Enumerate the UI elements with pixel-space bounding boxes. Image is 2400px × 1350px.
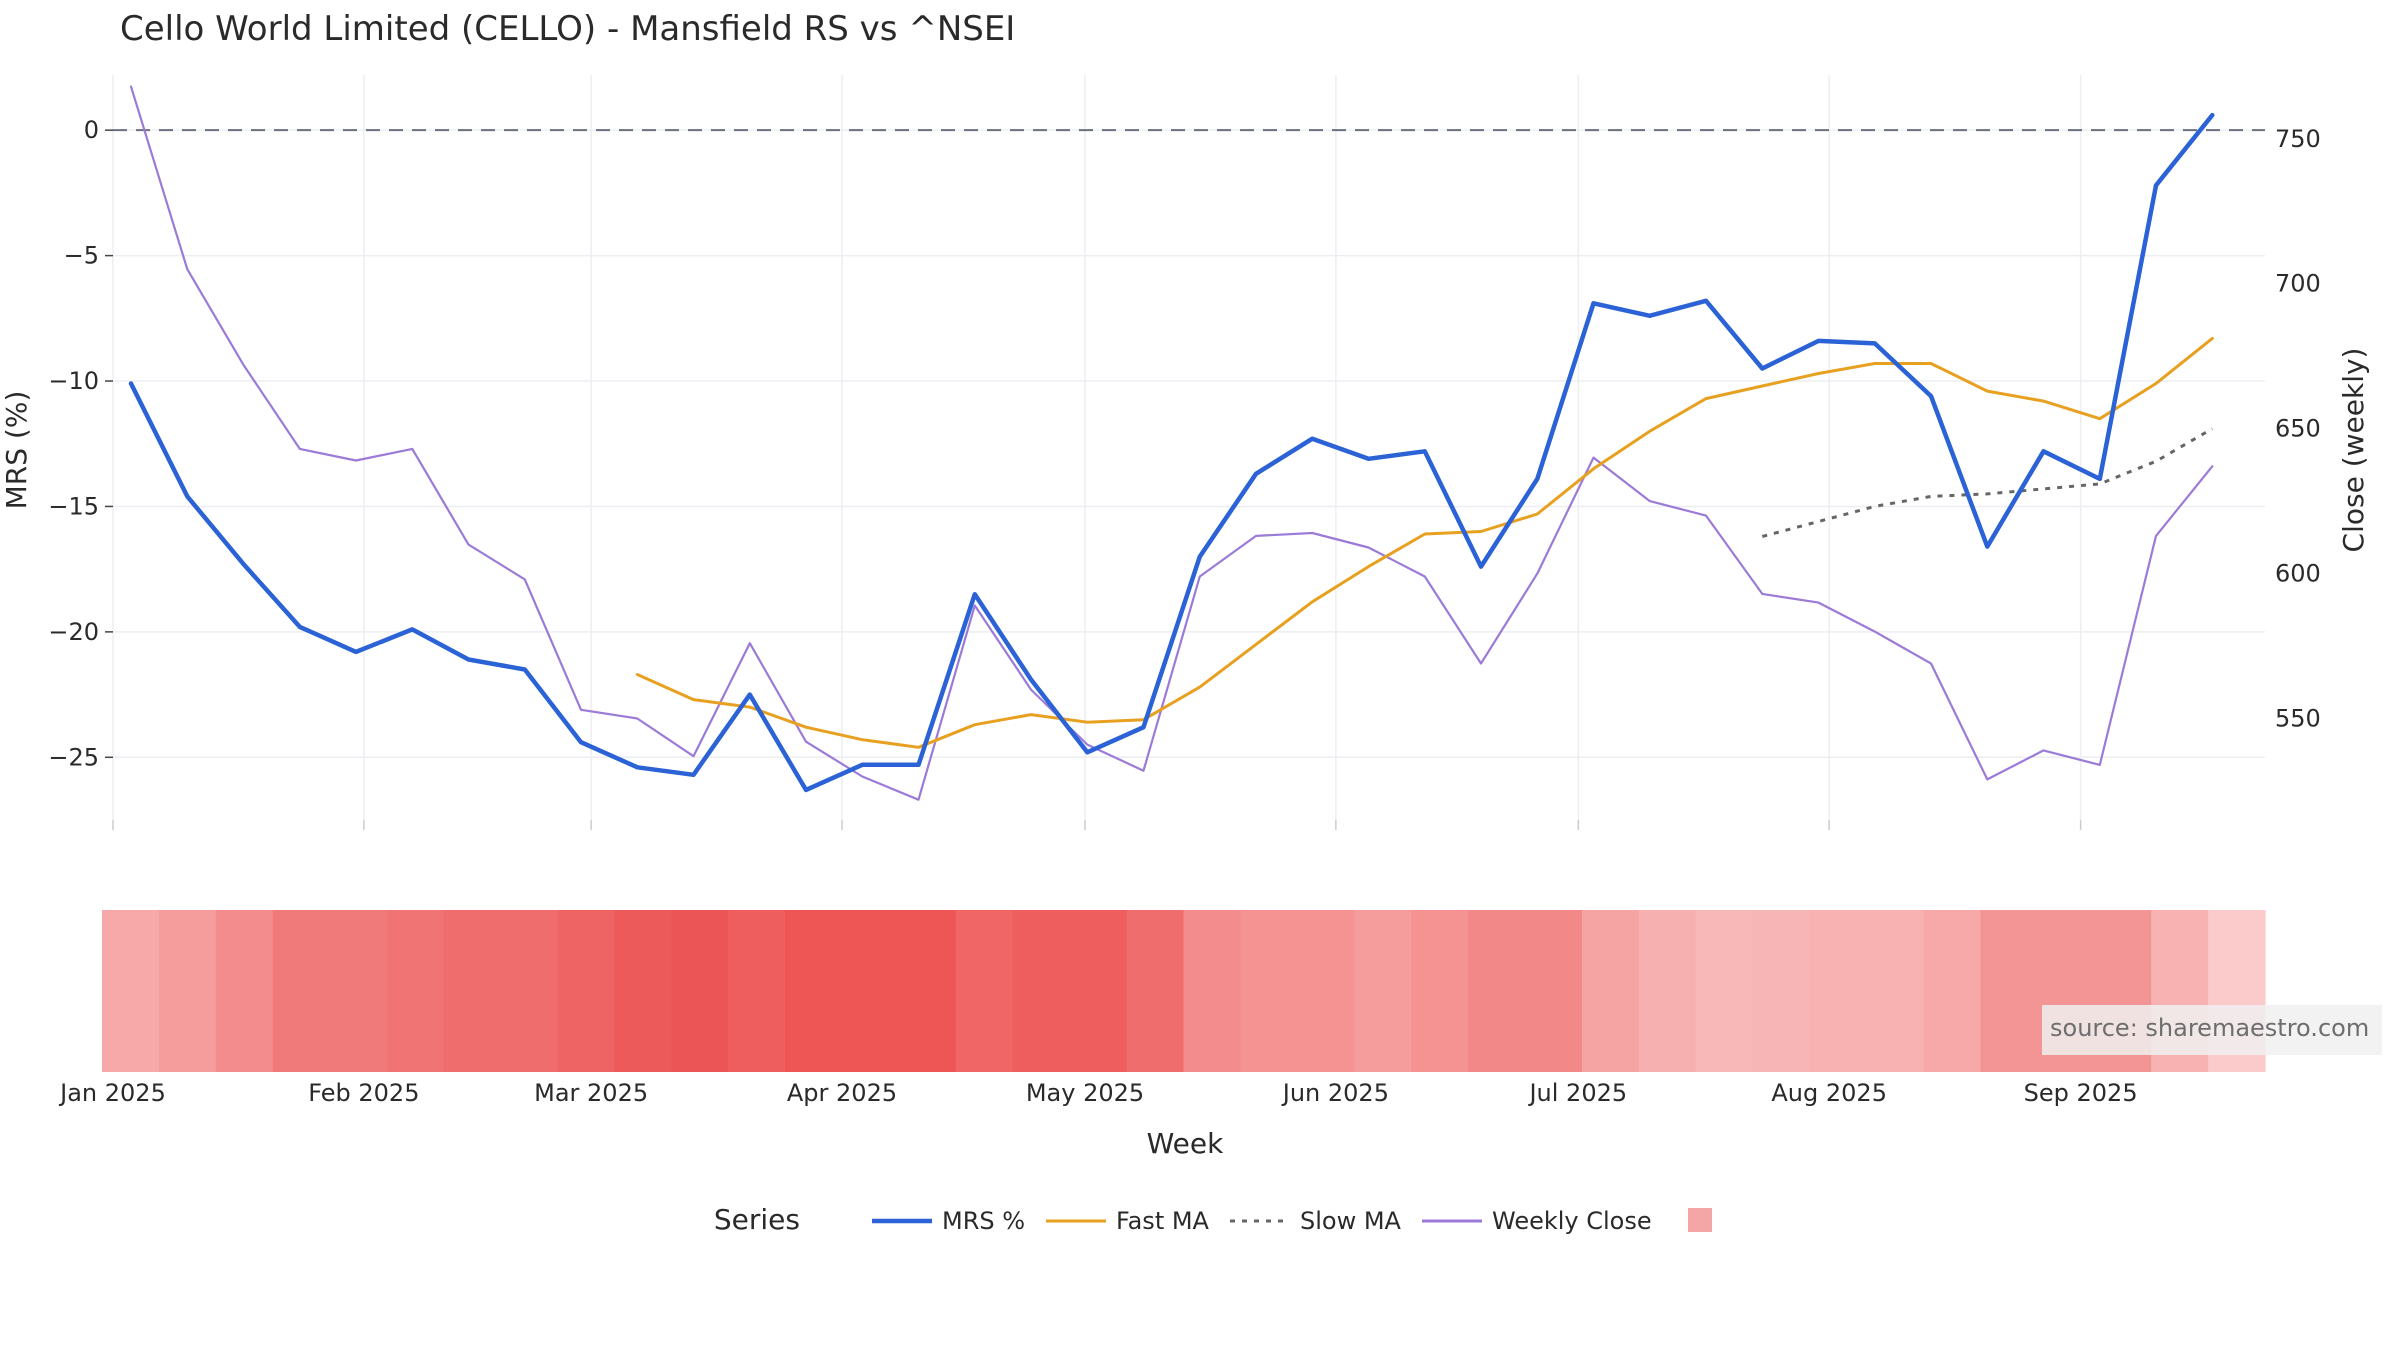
chart-title: Cello World Limited (CELLO) - Mansfield … (120, 9, 1015, 49)
right-tick-label: 650 (2275, 415, 2321, 443)
legend-label: MRS % (942, 1207, 1025, 1235)
left-tick-label: −25 (48, 743, 99, 771)
x-tick-label: Jan 2025 (58, 1079, 166, 1107)
heat-cell (1183, 910, 1242, 1072)
heat-cell (785, 910, 843, 1072)
heat-cell (671, 910, 729, 1072)
right-tick-label: 750 (2275, 125, 2321, 153)
heat-cell (1468, 910, 1526, 1072)
heat-cell (1012, 910, 1071, 1072)
x-tick-label: Aug 2025 (1771, 1079, 1887, 1107)
heat-cell (728, 910, 786, 1072)
heat-cell (1752, 910, 1811, 1072)
legend-heat-swatch (1688, 1208, 1712, 1232)
left-tick-label: −20 (48, 618, 99, 646)
heat-cell (1923, 910, 1981, 1072)
x-tick-label: Jun 2025 (1281, 1079, 1389, 1107)
right-tick-label: 600 (2275, 560, 2321, 588)
heat-cell (386, 910, 445, 1072)
x-tick-label: May 2025 (1026, 1079, 1144, 1107)
heat-cell (1695, 910, 1754, 1072)
x-tick-label: Feb 2025 (308, 1079, 419, 1107)
heat-cell (1809, 910, 1868, 1072)
heat-cell (1980, 910, 2038, 1072)
heat-cell (329, 910, 388, 1072)
heat-cell (1581, 910, 1640, 1072)
right-tick-label: 700 (2275, 270, 2321, 298)
heat-cell (898, 910, 957, 1072)
left-tick-label: −5 (64, 242, 99, 270)
x-axis-title: Week (1147, 1127, 1224, 1160)
left-tick-label: −15 (48, 492, 99, 520)
left-tick-label: −10 (48, 367, 99, 395)
heat-cell (158, 910, 217, 1072)
heat-cell (1069, 910, 1128, 1072)
gridlines (112, 75, 2265, 820)
left-y-axis: 0 −5 −10 −15 −20 −25 (48, 116, 113, 771)
heat-cell (955, 910, 1014, 1072)
heat-cell (215, 910, 274, 1072)
source-annotation: source: sharemaestro.com (2042, 1005, 2382, 1055)
series-line-slow-ma (1761, 427, 2214, 538)
heat-cell (841, 910, 900, 1072)
heat-cell (1354, 910, 1412, 1072)
heat-cell (614, 910, 672, 1072)
series-line-mrs (128, 112, 2215, 793)
left-tick-label: 0 (84, 116, 99, 144)
right-axis-title: Close (weekly) (2337, 348, 2370, 553)
heat-cell (1411, 910, 1469, 1072)
heat-cell (443, 910, 502, 1072)
heat-cell (1297, 910, 1355, 1072)
heat-cell (272, 910, 331, 1072)
series-line-fast-ma (635, 336, 2214, 749)
legend: Series MRS % Fast MA Slow MA Weekly Close (714, 1203, 1712, 1236)
right-tick-label: 550 (2275, 705, 2321, 733)
legend-title: Series (714, 1203, 800, 1236)
source-text: source: sharemaestro.com (2050, 1014, 2369, 1042)
heat-cell (1126, 910, 1185, 1072)
x-tick-label: Jul 2025 (1527, 1079, 1627, 1107)
heat-cell (1525, 910, 1583, 1072)
legend-label: Fast MA (1116, 1207, 1210, 1235)
heat-cell (1866, 910, 1925, 1072)
x-tick-label: Mar 2025 (534, 1079, 648, 1107)
x-tick-label: Apr 2025 (787, 1079, 897, 1107)
heat-cell (557, 910, 615, 1072)
series-lines (128, 85, 2215, 801)
legend-label: Weekly Close (1492, 1207, 1652, 1235)
right-y-axis: 750 700 650 600 550 (2275, 125, 2321, 733)
x-tick-label: Sep 2025 (2024, 1079, 2138, 1107)
mrs-heat-strip (102, 910, 2266, 1072)
left-axis-title: MRS (%) (0, 391, 33, 510)
legend-label: Slow MA (1300, 1207, 1402, 1235)
heat-cell (1240, 910, 1298, 1072)
heat-cell (1638, 910, 1697, 1072)
heat-cell (500, 910, 558, 1072)
x-axis: Jan 2025 Feb 2025 Mar 2025 Apr 2025 May 2025… (58, 820, 2138, 1107)
series-line-weekly-close (129, 85, 2214, 801)
heat-cell (102, 910, 160, 1072)
